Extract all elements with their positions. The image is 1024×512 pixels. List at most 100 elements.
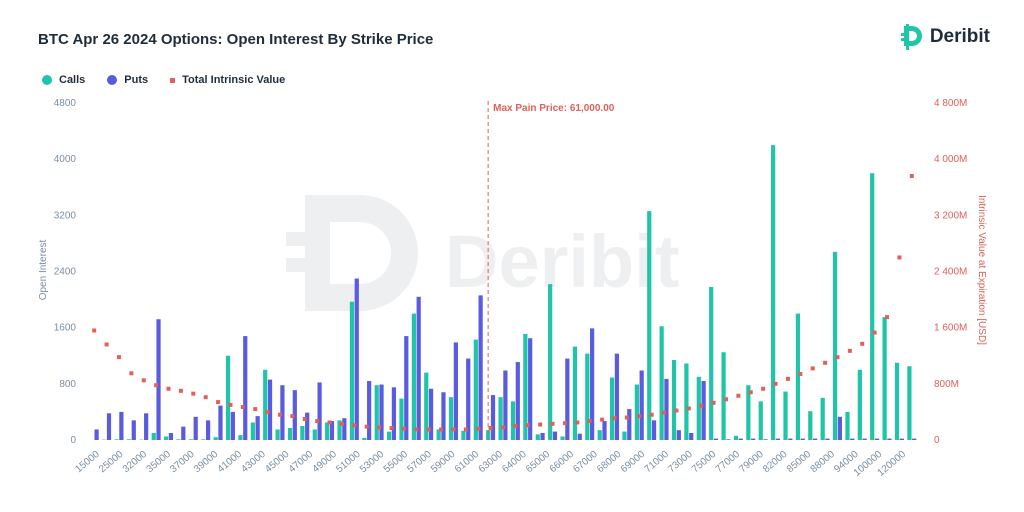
calls-bar[interactable] bbox=[783, 391, 788, 440]
puts-bar[interactable] bbox=[106, 413, 112, 440]
intrinsic-value-point[interactable] bbox=[686, 406, 691, 411]
calls-bar[interactable] bbox=[349, 301, 355, 440]
intrinsic-value-point[interactable] bbox=[897, 255, 902, 260]
intrinsic-value-point[interactable] bbox=[649, 412, 654, 417]
calls-bar[interactable] bbox=[894, 362, 900, 440]
calls-bar[interactable] bbox=[647, 211, 652, 440]
calls-bar[interactable] bbox=[114, 439, 119, 440]
calls-bar[interactable] bbox=[870, 173, 875, 441]
intrinsic-value-point[interactable] bbox=[637, 414, 642, 419]
puts-bar[interactable] bbox=[94, 429, 99, 440]
puts-bar[interactable] bbox=[528, 338, 533, 440]
intrinsic-value-point[interactable] bbox=[785, 376, 790, 381]
calls-bar[interactable] bbox=[572, 346, 578, 440]
intrinsic-value-point[interactable] bbox=[278, 412, 283, 417]
puts-bar[interactable] bbox=[850, 438, 855, 440]
calls-bar[interactable] bbox=[857, 369, 862, 440]
intrinsic-value-point[interactable] bbox=[562, 421, 567, 426]
intrinsic-value-point[interactable] bbox=[401, 426, 406, 431]
calls-bar[interactable] bbox=[448, 397, 454, 440]
intrinsic-value-point[interactable] bbox=[129, 371, 134, 376]
calls-bar[interactable] bbox=[820, 397, 825, 440]
calls-bar[interactable] bbox=[659, 326, 664, 440]
intrinsic-value-point[interactable] bbox=[339, 421, 344, 426]
calls-bar[interactable] bbox=[337, 420, 342, 440]
intrinsic-value-point[interactable] bbox=[624, 415, 629, 420]
calls-bar[interactable] bbox=[176, 439, 181, 440]
puts-bar[interactable] bbox=[614, 353, 620, 440]
intrinsic-value-point[interactable] bbox=[723, 397, 728, 402]
intrinsic-value-point[interactable] bbox=[451, 427, 456, 432]
calls-bar[interactable] bbox=[201, 439, 206, 440]
intrinsic-value-point[interactable] bbox=[104, 342, 109, 347]
calls-bar[interactable] bbox=[548, 284, 553, 440]
intrinsic-value-point[interactable] bbox=[265, 409, 270, 414]
puts-bar[interactable] bbox=[305, 412, 310, 440]
calls-bar[interactable] bbox=[560, 436, 565, 440]
puts-bar[interactable] bbox=[193, 416, 198, 440]
puts-bar[interactable] bbox=[874, 438, 880, 440]
calls-bar[interactable] bbox=[238, 435, 243, 440]
intrinsic-value-point[interactable] bbox=[92, 328, 97, 333]
calls-bar[interactable] bbox=[671, 359, 677, 440]
intrinsic-value-point[interactable] bbox=[847, 348, 852, 353]
intrinsic-value-point[interactable] bbox=[216, 400, 221, 405]
puts-bar[interactable] bbox=[441, 392, 446, 440]
intrinsic-value-point[interactable] bbox=[414, 427, 419, 432]
calls-bar[interactable] bbox=[882, 317, 887, 440]
calls-bar[interactable] bbox=[411, 313, 416, 440]
puts-bar[interactable] bbox=[813, 438, 818, 440]
intrinsic-value-point[interactable] bbox=[823, 360, 828, 365]
intrinsic-value-point[interactable] bbox=[166, 386, 171, 391]
intrinsic-value-point[interactable] bbox=[736, 393, 741, 398]
calls-bar[interactable] bbox=[510, 401, 516, 440]
intrinsic-value-point[interactable] bbox=[501, 425, 505, 430]
puts-bar[interactable] bbox=[862, 438, 867, 440]
calls-bar[interactable] bbox=[225, 355, 231, 440]
intrinsic-value-point[interactable] bbox=[476, 426, 481, 431]
puts-bar[interactable] bbox=[887, 438, 892, 440]
calls-bar[interactable] bbox=[696, 376, 701, 440]
puts-bar[interactable] bbox=[243, 336, 248, 440]
calls-bar[interactable] bbox=[362, 437, 367, 440]
puts-bar[interactable] bbox=[416, 296, 421, 440]
calls-bar[interactable] bbox=[832, 251, 838, 440]
intrinsic-value-point[interactable] bbox=[389, 426, 394, 431]
calls-bar[interactable] bbox=[250, 422, 255, 440]
intrinsic-value-point[interactable] bbox=[872, 330, 877, 335]
calls-bar[interactable] bbox=[436, 429, 441, 440]
puts-bar[interactable] bbox=[466, 358, 471, 440]
puts-bar[interactable] bbox=[329, 421, 335, 440]
calls-bar[interactable] bbox=[845, 411, 850, 440]
calls-bar[interactable] bbox=[721, 352, 726, 440]
puts-bar[interactable] bbox=[515, 362, 520, 440]
puts-bar[interactable] bbox=[391, 387, 397, 440]
calls-bar[interactable] bbox=[188, 439, 193, 440]
legend-item-calls[interactable]: Calls bbox=[42, 74, 85, 86]
puts-bar[interactable] bbox=[354, 278, 359, 440]
calls-bar[interactable] bbox=[424, 372, 429, 440]
intrinsic-value-point[interactable] bbox=[364, 424, 369, 429]
puts-bar[interactable] bbox=[490, 395, 496, 440]
puts-bar[interactable] bbox=[428, 388, 434, 440]
intrinsic-value-point[interactable] bbox=[761, 386, 766, 391]
calls-bar[interactable] bbox=[907, 366, 912, 440]
puts-bar[interactable] bbox=[899, 438, 904, 440]
legend-item-puts[interactable]: Puts bbox=[107, 74, 148, 86]
intrinsic-value-point[interactable] bbox=[426, 427, 431, 432]
puts-bar[interactable] bbox=[119, 411, 124, 440]
puts-bar[interactable] bbox=[144, 413, 149, 440]
intrinsic-value-point[interactable] bbox=[773, 381, 778, 386]
puts-bar[interactable] bbox=[726, 439, 731, 440]
puts-bar[interactable] bbox=[267, 379, 273, 440]
intrinsic-value-point[interactable] bbox=[463, 427, 468, 432]
puts-bar[interactable] bbox=[552, 431, 558, 440]
intrinsic-value-point[interactable] bbox=[178, 388, 183, 393]
intrinsic-value-point[interactable] bbox=[798, 372, 803, 377]
calls-bar[interactable] bbox=[609, 377, 615, 440]
intrinsic-value-point[interactable] bbox=[377, 425, 382, 430]
calls-bar[interactable] bbox=[597, 430, 602, 440]
puts-bar[interactable] bbox=[800, 438, 805, 440]
puts-bar[interactable] bbox=[565, 358, 570, 440]
intrinsic-value-point[interactable] bbox=[315, 419, 320, 424]
